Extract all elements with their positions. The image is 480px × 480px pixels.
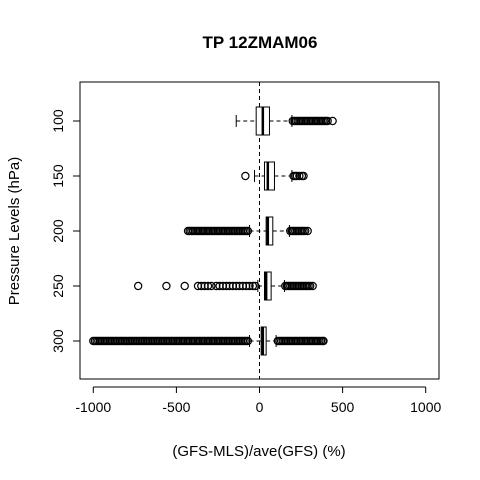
outlier-point: [133, 281, 143, 291]
plot-area: [89, 82, 337, 379]
y-tick-label: 150: [50, 164, 66, 188]
outlier-point: [295, 171, 304, 181]
y-tick-label: 250: [50, 274, 66, 298]
y-tick-label: 200: [50, 219, 66, 243]
outlier-point: [243, 226, 253, 236]
outlier-point: [301, 226, 310, 236]
outlier-point: [241, 171, 250, 181]
outlier-point: [308, 281, 317, 291]
outlier-point: [243, 336, 253, 346]
x-tick-label: 0: [256, 399, 264, 415]
box-250: [133, 271, 317, 301]
y-tick-label: 300: [50, 329, 66, 353]
outlier-point: [299, 171, 308, 181]
outlier-point: [207, 281, 216, 291]
outlier-point: [245, 281, 254, 291]
x-axis: -1000 -500 0 500 1000: [75, 386, 441, 415]
x-tick-label: 500: [331, 399, 355, 415]
y-tick-label: 100: [50, 109, 66, 133]
iqr-box: [265, 216, 274, 246]
outlier-point: [305, 281, 315, 291]
y-axis: 100 150 200 250 300: [50, 109, 80, 353]
outlier-point: [251, 281, 260, 291]
outlier-point: [303, 226, 312, 236]
iqr-box: [263, 161, 275, 191]
x-tick-label: 1000: [410, 399, 441, 415]
iqr-box: [263, 271, 272, 301]
box-200: [183, 216, 312, 246]
x-axis-label: (GFS-MLS)/ave(GFS) (%): [172, 443, 345, 460]
outlier-point: [180, 281, 189, 291]
box-100: [235, 106, 337, 136]
outlier-point: [319, 336, 328, 346]
box-150: [241, 161, 308, 191]
y-axis-label: Pressure Levels (hPa): [6, 157, 23, 305]
x-tick-label: -500: [162, 399, 190, 415]
outlier-point: [323, 116, 332, 126]
outlier-point: [203, 281, 213, 291]
outlier-point: [162, 281, 171, 291]
x-tick-label: -1000: [75, 399, 111, 415]
chart-title: TP 12ZMAM06: [203, 33, 318, 52]
outlier-point: [328, 116, 337, 126]
outlier-point: [248, 281, 258, 291]
box-300: [89, 326, 328, 356]
